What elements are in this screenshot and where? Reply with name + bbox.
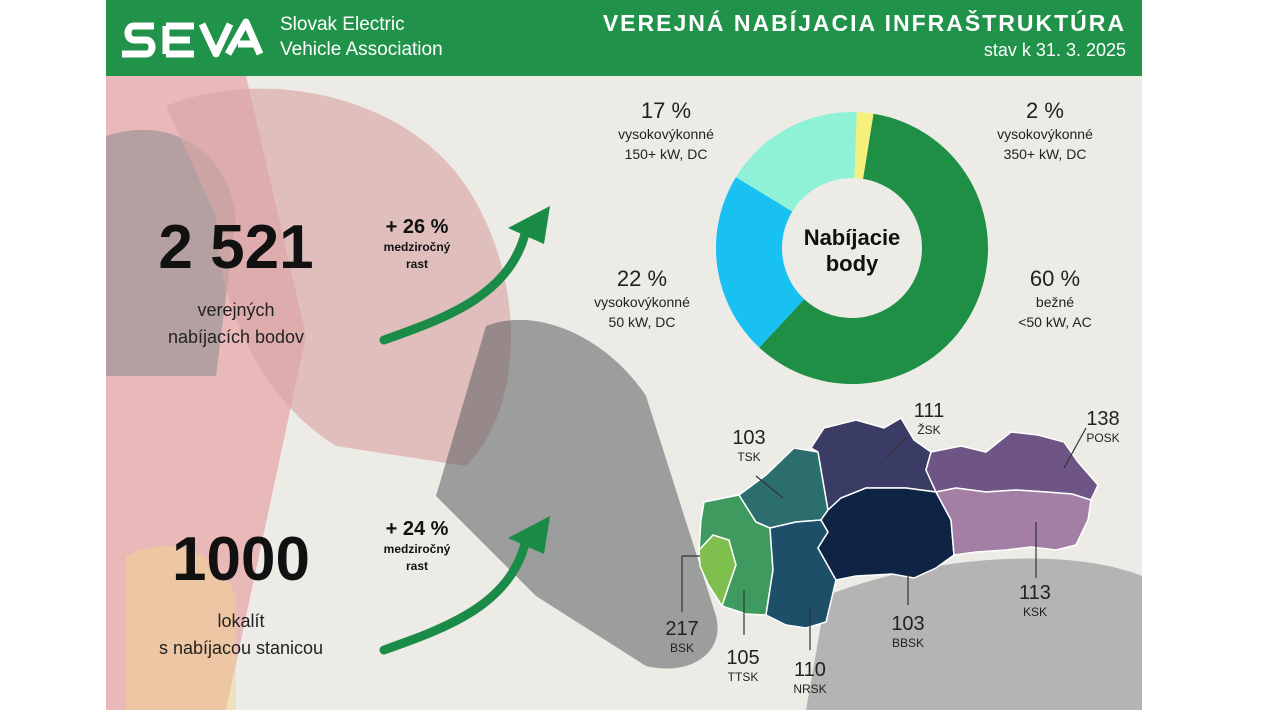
- slice-line2: 150+ kW, DC: [624, 146, 708, 162]
- points-growth: + 26 % medziročný rast: [362, 216, 472, 273]
- region-code: BSK: [669, 641, 694, 655]
- page-title: VEREJNÁ NABÍJACIA INFRAŠTRUKTÚRA: [602, 10, 1126, 36]
- points-growth-line2: rast: [405, 257, 428, 271]
- locations-growth: + 24 % medziročný rast: [362, 518, 472, 575]
- slice-value: 22 %: [616, 266, 668, 291]
- logo-text-line2: Vehicle Association: [280, 39, 443, 60]
- slice-line1: vysokovýkonné: [594, 294, 690, 310]
- locations-label-line1: lokalít: [217, 611, 265, 631]
- donut-slice-3: [735, 112, 857, 212]
- region-label-ksk: 113 KSK: [1000, 582, 1070, 620]
- slice-value: 60 %: [1029, 266, 1081, 291]
- growth-arrow-icon-2: [379, 516, 550, 655]
- slice-value: 2 %: [1026, 98, 1064, 123]
- region-value: 103: [732, 427, 766, 449]
- date-subtitle: stav k 31. 3. 2025: [983, 40, 1126, 60]
- slice-line2: 50 kW, DC: [608, 314, 676, 330]
- donut-center-line2: body: [825, 251, 879, 276]
- donut-center-line1: Nabíjacie: [803, 225, 901, 250]
- slice-line2: <50 kW, AC: [1018, 314, 1092, 330]
- slice-line2: 350+ kW, DC: [1003, 146, 1087, 162]
- region-label-tsk: 103 TSK: [714, 427, 784, 465]
- donut-slice-2: [716, 177, 805, 348]
- points-count: 2 521: [158, 213, 314, 282]
- points-label: verejných nabíjacích bodov: [126, 297, 346, 351]
- region-value: 110: [794, 659, 826, 681]
- seva-logo-icon: [122, 18, 264, 58]
- locations-growth-value: + 24 %: [385, 518, 449, 540]
- region-value: 103: [891, 613, 925, 635]
- points-growth-value: + 26 %: [385, 216, 449, 238]
- logo-text-line1: Slovak Electric: [280, 14, 405, 35]
- region-value: 217: [665, 618, 699, 640]
- region-ksk: [934, 487, 1092, 556]
- region-code: KSK: [1022, 605, 1047, 619]
- region-label-posk: 138 POSK: [1068, 408, 1138, 446]
- infographic-card: Slovak Electric Vehicle Association VERE…: [106, 0, 1142, 710]
- slice-line1: vysokovýkonné: [997, 126, 1093, 142]
- donut-slice-1: [759, 113, 989, 385]
- region-label-zsk: 111 ŽSK: [894, 400, 964, 438]
- donut-center-label: Nabíjacie body: [792, 225, 912, 277]
- locations-growth-line2: rast: [405, 559, 428, 573]
- region-value: 138: [1086, 408, 1120, 430]
- points-label-line2: nabíjacích bodov: [167, 327, 305, 347]
- slice-line1: vysokovýkonné: [618, 126, 714, 142]
- donut-slice-0: [854, 112, 874, 179]
- locations-count: 1000: [172, 525, 310, 594]
- region-label-ttsk: 105 TTSK: [708, 647, 778, 685]
- header-bar: Slovak Electric Vehicle Association VERE…: [106, 0, 1142, 76]
- region-value: 105: [726, 647, 760, 669]
- region-value: 111: [913, 400, 945, 422]
- slice-label-50kw: 22 % vysokovýkonné 50 kW, DC: [577, 266, 707, 332]
- region-code: NRSK: [793, 682, 827, 696]
- region-label-bsk: 217 BSK: [647, 618, 717, 656]
- region-label-nrsk: 110 NRSK: [775, 659, 845, 697]
- slice-line1: bežné: [1035, 294, 1075, 310]
- region-code: BBSK: [891, 636, 924, 650]
- region-bbsk: [817, 487, 955, 581]
- slice-label-150kw: 17 % vysokovýkonné 150+ kW, DC: [601, 98, 731, 164]
- region-code: TTSK: [727, 670, 759, 684]
- slice-value: 17 %: [640, 98, 692, 123]
- points-growth-line1: medziročný: [383, 240, 451, 254]
- slice-label-350kw: 2 % vysokovýkonné 350+ kW, DC: [980, 98, 1110, 164]
- donut-chart: [716, 112, 989, 385]
- donut-hole: [783, 179, 921, 317]
- slovakia-map: [681, 416, 1099, 650]
- region-label-bbsk: 103 BBSK: [873, 613, 943, 651]
- growth-arrow-icon-1: [379, 206, 550, 345]
- slice-label-ac: 60 % bežné <50 kW, AC: [990, 266, 1120, 332]
- region-value: 113: [1019, 582, 1051, 604]
- points-label-line1: verejných: [197, 300, 275, 320]
- region-code: ŽSK: [917, 423, 941, 437]
- locations-label-line2: s nabíjacou stanicou: [158, 638, 324, 658]
- locations-growth-line1: medziročný: [383, 542, 451, 556]
- region-code: TSK: [737, 450, 761, 464]
- locations-label: lokalít s nabíjacou stanicou: [126, 608, 356, 662]
- region-code: POSK: [1086, 431, 1120, 445]
